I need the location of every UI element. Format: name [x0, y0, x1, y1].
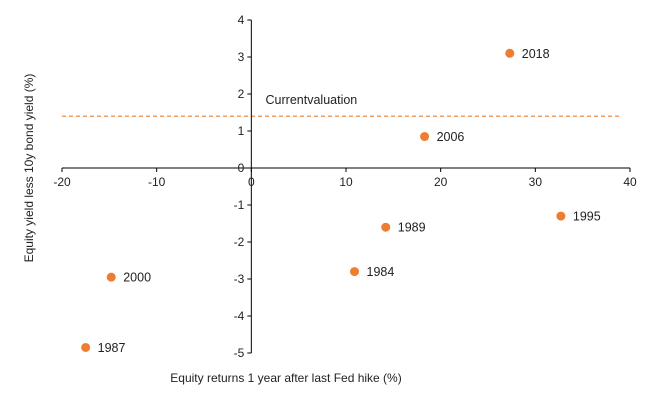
point-2000: [106, 272, 116, 282]
point-1989: [381, 222, 391, 232]
point-label-2000: 2000: [123, 271, 151, 285]
x-tick-label: -20: [53, 175, 71, 189]
point-label-1995: 1995: [573, 210, 601, 224]
x-tick-label: 0: [248, 175, 255, 189]
point-2006: [420, 132, 430, 142]
point-1995: [556, 211, 566, 221]
x-tick-label: 30: [529, 175, 543, 189]
current-valuation-label: Currentvaluation: [266, 93, 358, 107]
x-tick-label: 20: [434, 175, 448, 189]
x-axis-title: Equity returns 1 year after last Fed hik…: [170, 371, 401, 385]
y-tick-label: 3: [238, 50, 245, 64]
point-2018: [505, 48, 515, 58]
y-tick-label: -4: [234, 309, 245, 323]
y-tick-label: -1: [234, 198, 245, 212]
y-tick-label: 4: [238, 13, 245, 27]
y-tick-label: 1: [238, 124, 245, 138]
y-tick-label: -5: [234, 346, 245, 360]
y-tick-label: 2: [238, 87, 245, 101]
point-label-2018: 2018: [522, 47, 550, 61]
x-tick-label: 10: [339, 175, 353, 189]
point-label-1989: 1989: [398, 221, 426, 235]
y-tick-label: -2: [234, 235, 245, 249]
point-label-1987: 1987: [98, 341, 126, 355]
y-tick-label: 0: [238, 161, 245, 175]
point-1984: [350, 267, 360, 277]
point-1987: [81, 342, 91, 352]
x-tick-label: 40: [623, 175, 637, 189]
x-tick-label: -10: [148, 175, 166, 189]
y-axis-title: Equity yield less 10y bond yield (%): [22, 74, 36, 263]
point-label-1984: 1984: [367, 265, 395, 279]
point-label-2006: 2006: [437, 130, 465, 144]
y-tick-label: -3: [234, 272, 245, 286]
